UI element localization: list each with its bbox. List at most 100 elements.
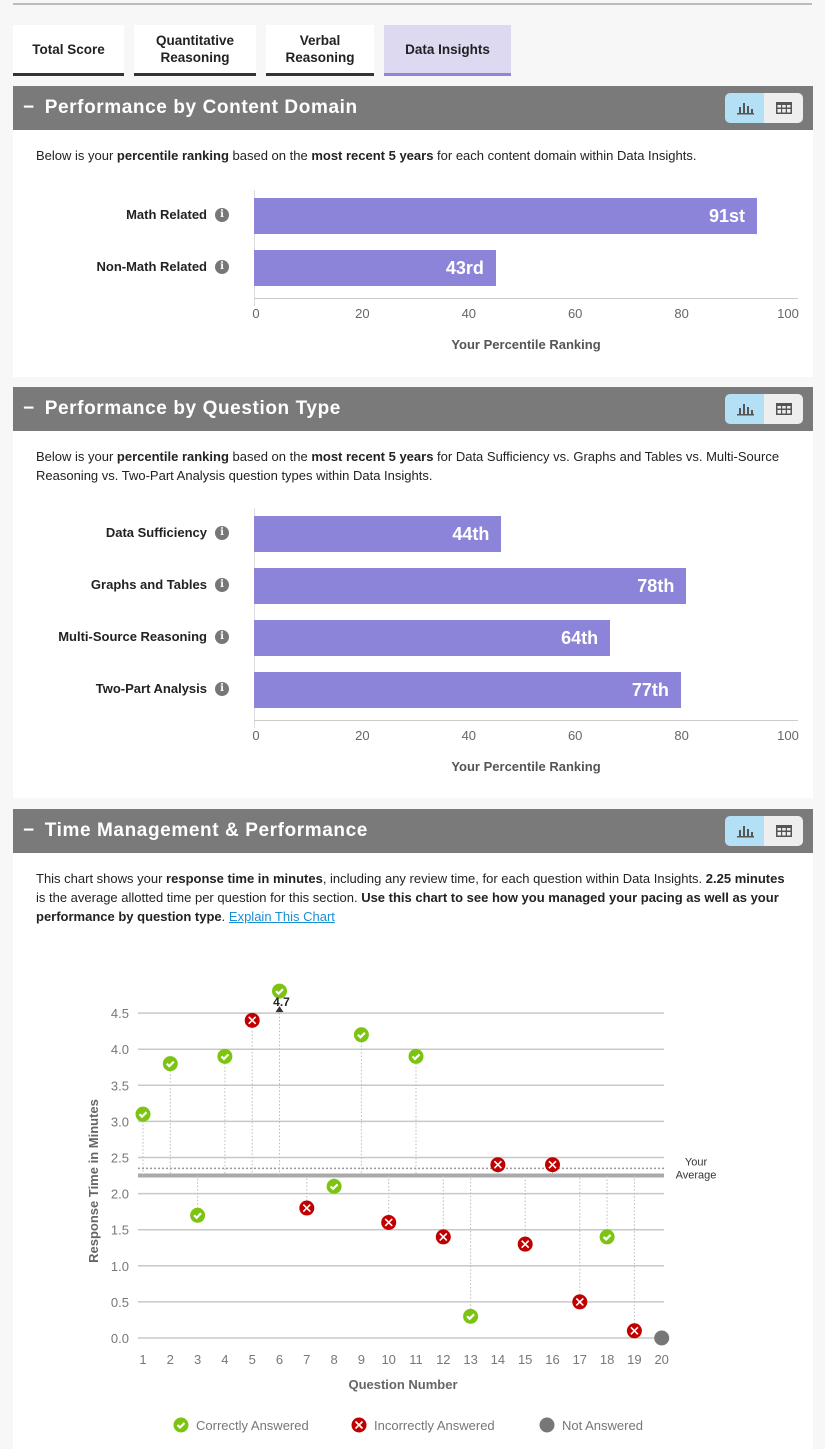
x-icon: [493, 1160, 502, 1169]
correct-marker: [326, 1178, 342, 1194]
incorrect-marker: [626, 1323, 642, 1339]
info-icon[interactable]: i: [215, 577, 229, 592]
y-tick-label: 1.0: [111, 1259, 129, 1274]
correct-marker: [217, 1048, 233, 1064]
incorrect-marker: [381, 1214, 397, 1230]
x-tick-label: 40: [461, 306, 477, 321]
info-icon[interactable]: i: [215, 525, 229, 540]
tab-data-insights[interactable]: Data Insights: [384, 25, 511, 76]
y-tick-label: 2.5: [111, 1151, 129, 1166]
info-icon[interactable]: i: [215, 207, 229, 222]
chart-view-button[interactable]: [725, 816, 764, 846]
x-tick-label: 3: [194, 1352, 201, 1367]
chart-view-button[interactable]: [725, 93, 764, 123]
section-description: Below is your percentile ranking based o…: [13, 431, 813, 485]
table-view-button[interactable]: [764, 93, 803, 123]
y-tick-label: 4.5: [111, 1006, 129, 1021]
x-axis-title: Your Percentile Ranking: [451, 759, 601, 774]
bar-value: 91st: [709, 205, 746, 226]
x-tick-label: 0: [252, 306, 260, 321]
x-tick-label: 7: [303, 1352, 310, 1367]
explain-chart-link[interactable]: Explain This Chart: [228, 909, 335, 924]
desc-emphasis: most recent 5 years: [311, 449, 434, 464]
bar-label: Multi-Source Reasoning: [58, 629, 207, 644]
percentile-bar: 78th: [254, 568, 687, 604]
incorrect-marker: [244, 1012, 260, 1028]
overflow-arrow-icon: [275, 1006, 284, 1013]
x-tick-label: 100: [777, 306, 799, 321]
desc-text: based on the: [228, 148, 312, 163]
chart-view-button[interactable]: [725, 394, 764, 424]
score-tabs: Total Score Quantitative Reasoning Verba…: [13, 25, 511, 76]
y-tick-label: 4.0: [111, 1042, 129, 1057]
collapse-icon[interactable]: −: [23, 97, 35, 118]
tab-quantitative-reasoning[interactable]: Quantitative Reasoning: [134, 25, 256, 76]
check-icon: [411, 1053, 421, 1061]
correct-marker: [135, 1106, 151, 1122]
bar-label: Two-Part Analysis: [95, 681, 207, 696]
x-tick-label: 60: [567, 306, 583, 321]
check-icon: [176, 1422, 186, 1430]
tab-total-score[interactable]: Total Score: [13, 25, 124, 76]
section-description: This chart shows your response time in m…: [13, 853, 813, 926]
check-icon: [357, 1031, 366, 1039]
correct-marker: [190, 1207, 206, 1223]
incorrect-marker: [490, 1157, 506, 1173]
marker-circle: [654, 1330, 670, 1346]
info-icon[interactable]: i: [215, 629, 229, 644]
overflow-value-label: 4.7: [273, 995, 290, 1009]
section-header: − Performance by Content Domain: [13, 86, 813, 130]
table-view-button[interactable]: [764, 394, 803, 424]
x-icon: [354, 1420, 364, 1430]
percentile-bar: 43rd: [254, 250, 496, 286]
x-axis-line: [254, 720, 798, 721]
x-tick-label: 40: [461, 728, 477, 743]
content-domain-panel: − Performance by Content Domain Below is y…: [13, 86, 813, 377]
bar-value: 44th: [452, 523, 490, 544]
y-tick-label: 3.5: [111, 1078, 129, 1093]
x-tick-label: 13: [463, 1352, 477, 1367]
view-toggle: [725, 816, 803, 846]
y-tick-label: 2.0: [111, 1187, 129, 1202]
desc-emphasis: response time in minutes: [166, 871, 323, 886]
y-axis-line: [254, 190, 255, 306]
x-tick-label: 14: [491, 1352, 505, 1367]
bar-label: Non-Math Related: [96, 259, 208, 274]
correct-marker: [599, 1229, 615, 1245]
average-label: Average: [676, 1169, 717, 1181]
section-title: Performance by Content Domain: [44, 97, 358, 118]
x-axis-line: [254, 298, 798, 299]
info-icon[interactable]: i: [215, 681, 229, 696]
section-header: − Time Management & Performance: [13, 809, 813, 853]
collapse-icon[interactable]: −: [23, 820, 35, 841]
info-icon[interactable]: i: [215, 259, 229, 274]
x-icon: [439, 1232, 448, 1241]
incorrect-marker: [545, 1157, 560, 1173]
view-toggle: [725, 93, 803, 123]
bar-row: Multi-Source Reasoning i 64th: [13, 620, 813, 656]
bar-row: Two-Part Analysis i 77th: [13, 672, 813, 708]
x-tick-label: 8: [330, 1352, 337, 1367]
correct-marker: [272, 983, 287, 999]
desc-text: for each content domain within Data Insi…: [433, 148, 697, 163]
section-description: Below is your percentile ranking based o…: [13, 130, 813, 165]
x-tick-label: 0: [252, 728, 260, 743]
table-view-button[interactable]: [764, 816, 803, 846]
tab-verbal-reasoning[interactable]: Verbal Reasoning: [266, 25, 374, 76]
x-icon: [302, 1203, 311, 1213]
legend-label: Incorrectly Answered: [374, 1418, 495, 1433]
collapse-icon[interactable]: −: [23, 398, 35, 419]
check-icon: [602, 1234, 612, 1241]
x-tick-label: 10: [381, 1352, 395, 1367]
percentile-bar: 91st: [254, 198, 758, 234]
desc-text: for Data Sufficiency vs. Graphs and Tabl…: [36, 449, 780, 483]
desc-text: .: [221, 909, 226, 924]
x-tick-label: 20: [355, 306, 370, 321]
x-icon: [575, 1297, 584, 1306]
x-icon: [630, 1326, 639, 1335]
desc-text: This chart shows your: [36, 871, 167, 886]
section-title: Performance by Question Type: [44, 398, 341, 419]
legend-item: Not Answered: [539, 1417, 643, 1433]
x-tick-label: 19: [627, 1352, 641, 1367]
legend-label: Correctly Answered: [196, 1418, 309, 1433]
